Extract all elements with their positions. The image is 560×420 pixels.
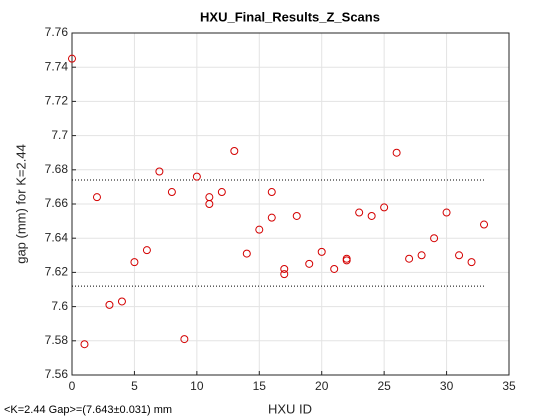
x-tick-label: 10 (190, 379, 204, 393)
data-point (255, 225, 264, 234)
data-point (217, 188, 226, 197)
data-point (317, 247, 326, 256)
data-point (130, 258, 139, 267)
data-point (405, 254, 414, 263)
x-tick-label: 20 (315, 379, 329, 393)
data-point (192, 172, 201, 181)
data-point (242, 249, 251, 258)
y-tick-label: 7.66 (45, 196, 69, 210)
y-tick-label: 7.6 (51, 299, 68, 313)
data-point (280, 264, 289, 273)
x-tick-label: 35 (502, 379, 516, 393)
x-tick-label: 0 (69, 379, 76, 393)
annotation: <K=2.44 Gap>=(7.643±0.031) mm (4, 404, 172, 416)
data-point (367, 211, 376, 220)
chart-title: HXU_Final_Results_Z_Scans (200, 9, 380, 24)
x-tick-label: 15 (253, 379, 267, 393)
data-point (92, 193, 101, 202)
data-point (330, 264, 339, 273)
y-tick-label: 7.62 (45, 265, 69, 279)
data-point (267, 213, 276, 222)
x-axis-label: HXU ID (268, 401, 312, 416)
data-point (455, 251, 464, 260)
data-point (417, 251, 426, 260)
data-point (280, 270, 289, 279)
data-point (342, 256, 351, 265)
data-point (355, 208, 364, 217)
data-point (117, 297, 126, 306)
data-point (68, 54, 76, 63)
data-point (142, 246, 151, 255)
data-point (480, 220, 489, 229)
x-tick-label: 5 (131, 379, 138, 393)
data-point (305, 259, 314, 268)
data-point (380, 203, 389, 212)
y-tick-label: 7.76 (45, 25, 69, 39)
data-point (180, 335, 189, 344)
y-tick-label: 7.68 (45, 162, 69, 176)
data-point (155, 167, 164, 176)
data-point (167, 188, 176, 197)
y-tick-label: 7.74 (45, 59, 69, 73)
y-axis-label: gap (mm) for K=2.44 (13, 144, 28, 264)
data-point (80, 340, 89, 349)
data-point (442, 208, 451, 217)
x-tick-label: 25 (377, 379, 391, 393)
data-point (105, 300, 114, 309)
data-point (267, 188, 276, 197)
data-point (292, 211, 301, 220)
y-tick-label: 7.58 (45, 333, 69, 347)
data-point (392, 148, 401, 157)
data-point (467, 258, 476, 267)
y-tick-label: 7.72 (45, 94, 69, 108)
y-tick-label: 7.7 (51, 128, 68, 142)
axes-box (71, 32, 510, 376)
data-point (430, 234, 439, 243)
y-tick-label: 7.56 (45, 367, 69, 381)
y-tick-label: 7.64 (45, 230, 69, 244)
x-tick-label: 30 (440, 379, 454, 393)
data-point (230, 146, 239, 155)
data-point (205, 200, 214, 208)
